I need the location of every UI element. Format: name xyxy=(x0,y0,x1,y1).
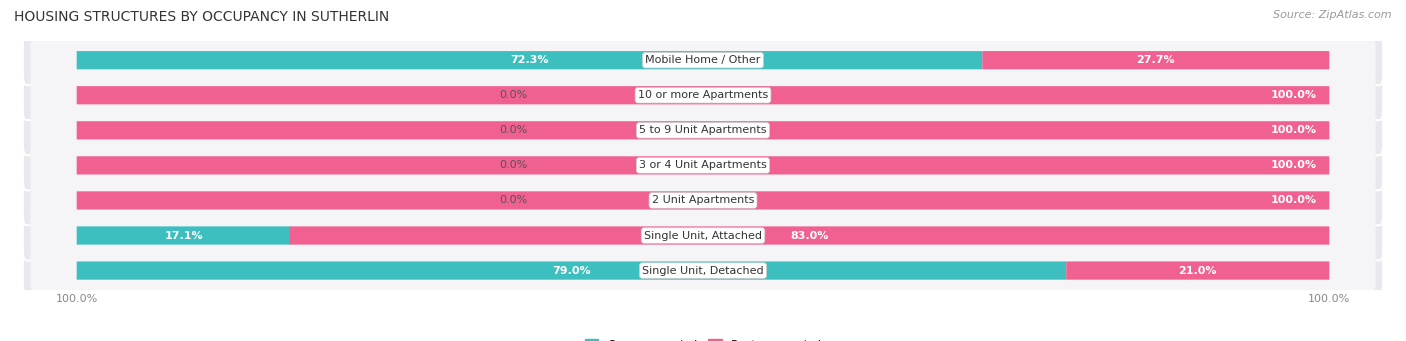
Text: 100.0%: 100.0% xyxy=(1271,160,1317,170)
Text: 72.3%: 72.3% xyxy=(510,55,548,65)
FancyBboxPatch shape xyxy=(22,35,1384,85)
Text: Source: ZipAtlas.com: Source: ZipAtlas.com xyxy=(1274,10,1392,20)
Text: 100.0%: 100.0% xyxy=(1271,90,1317,100)
Text: 10 or more Apartments: 10 or more Apartments xyxy=(638,90,768,100)
FancyBboxPatch shape xyxy=(31,40,1375,80)
FancyBboxPatch shape xyxy=(77,51,983,69)
FancyBboxPatch shape xyxy=(31,75,1375,115)
Text: 0.0%: 0.0% xyxy=(499,160,527,170)
FancyBboxPatch shape xyxy=(77,156,1329,175)
Text: 21.0%: 21.0% xyxy=(1178,266,1218,276)
FancyBboxPatch shape xyxy=(22,140,1384,190)
Text: 100.0%: 100.0% xyxy=(1271,195,1317,205)
FancyBboxPatch shape xyxy=(22,70,1384,120)
FancyBboxPatch shape xyxy=(77,262,1066,280)
Text: 100.0%: 100.0% xyxy=(1271,125,1317,135)
Text: 2 Unit Apartments: 2 Unit Apartments xyxy=(652,195,754,205)
FancyBboxPatch shape xyxy=(290,226,1329,244)
Text: Mobile Home / Other: Mobile Home / Other xyxy=(645,55,761,65)
Text: 83.0%: 83.0% xyxy=(790,231,828,240)
FancyBboxPatch shape xyxy=(31,180,1375,220)
FancyBboxPatch shape xyxy=(77,86,1329,104)
FancyBboxPatch shape xyxy=(31,216,1375,255)
FancyBboxPatch shape xyxy=(31,251,1375,291)
Text: Single Unit, Attached: Single Unit, Attached xyxy=(644,231,762,240)
FancyBboxPatch shape xyxy=(22,246,1384,295)
FancyBboxPatch shape xyxy=(77,191,1329,210)
Text: 0.0%: 0.0% xyxy=(499,195,527,205)
Text: 3 or 4 Unit Apartments: 3 or 4 Unit Apartments xyxy=(640,160,766,170)
FancyBboxPatch shape xyxy=(31,110,1375,150)
FancyBboxPatch shape xyxy=(77,121,1329,139)
FancyBboxPatch shape xyxy=(22,211,1384,261)
Text: 27.7%: 27.7% xyxy=(1136,55,1175,65)
Text: 0.0%: 0.0% xyxy=(499,90,527,100)
Text: 0.0%: 0.0% xyxy=(499,125,527,135)
FancyBboxPatch shape xyxy=(1066,262,1329,280)
Text: 79.0%: 79.0% xyxy=(553,266,591,276)
FancyBboxPatch shape xyxy=(31,145,1375,186)
Legend: Owner-occupied, Renter-occupied: Owner-occupied, Renter-occupied xyxy=(581,335,825,341)
Text: HOUSING STRUCTURES BY OCCUPANCY IN SUTHERLIN: HOUSING STRUCTURES BY OCCUPANCY IN SUTHE… xyxy=(14,10,389,24)
Text: 17.1%: 17.1% xyxy=(165,231,202,240)
FancyBboxPatch shape xyxy=(77,226,291,244)
FancyBboxPatch shape xyxy=(22,176,1384,225)
FancyBboxPatch shape xyxy=(22,105,1384,155)
Text: 5 to 9 Unit Apartments: 5 to 9 Unit Apartments xyxy=(640,125,766,135)
Text: Single Unit, Detached: Single Unit, Detached xyxy=(643,266,763,276)
FancyBboxPatch shape xyxy=(983,51,1329,69)
